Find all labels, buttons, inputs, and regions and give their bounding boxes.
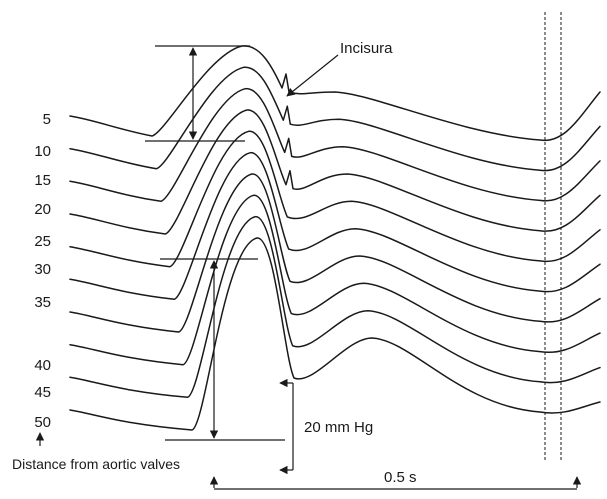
pressure-trace [69,237,601,431]
pressure-trace [69,151,601,301]
pressure-traces [69,45,601,431]
incisura-label: Incisura [340,40,393,57]
distance-label: 10 [34,143,51,160]
pressure-scale-label: 20 mm Hg [304,419,373,436]
distance-label: 40 [34,357,51,374]
distance-label: 45 [34,384,51,401]
distance-label: 5 [43,111,51,128]
pressure-trace [69,109,601,235]
pressure-trace [69,215,601,399]
time-scale-label: 0.5 s [384,469,417,486]
pressure-trace [69,194,601,366]
pressure-trace [69,66,601,172]
distance-labels: 5 10 15 20 25 30 35 40 45 50 [34,111,51,431]
distance-label: 30 [34,261,51,278]
distance-label: 35 [34,294,51,311]
distance-label: 20 [34,201,51,218]
pressure-trace [69,45,601,142]
pressure-trace [69,130,601,268]
distance-label: 15 [34,172,51,189]
distance-label: 50 [34,414,51,431]
incisura-pointer-arrow [286,54,339,97]
pressure-trace [69,87,601,203]
pressure-trace [69,173,601,333]
distance-label: 25 [34,233,51,250]
distance-axis-caption: Distance from aortic valves [12,456,180,472]
